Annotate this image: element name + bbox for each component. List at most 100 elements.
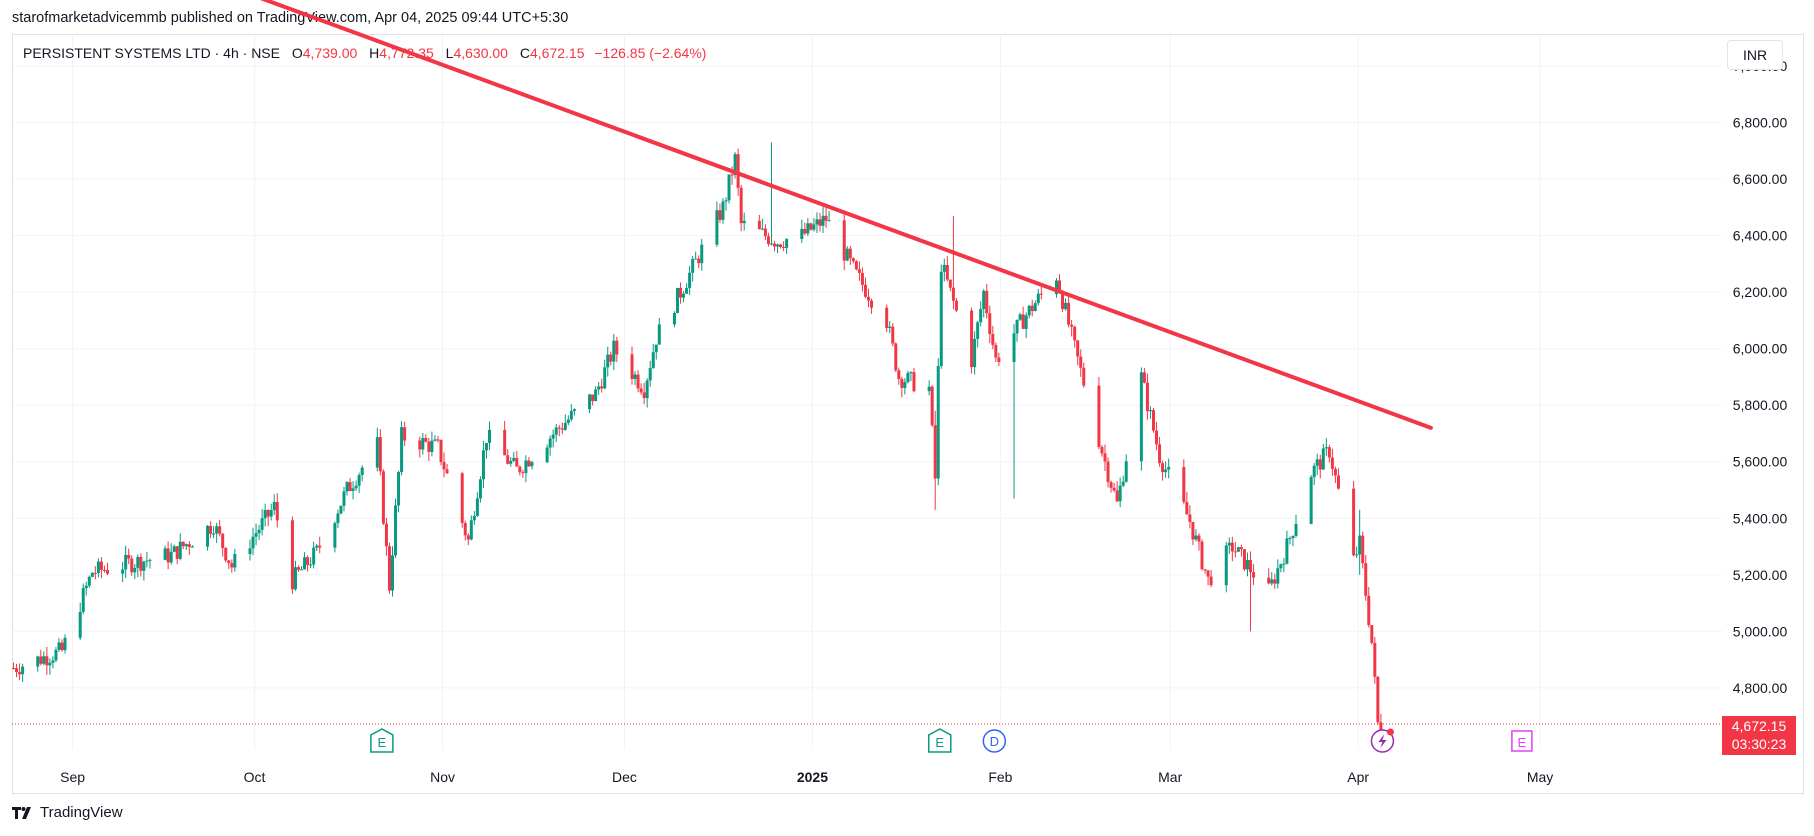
candle-body bbox=[430, 440, 434, 452]
candle-body bbox=[527, 460, 531, 467]
earnings-marker-icon[interactable]: E bbox=[1511, 730, 1533, 752]
candle-body bbox=[909, 372, 913, 374]
candle-body bbox=[1076, 340, 1080, 357]
publisher-info: starofmarketadvicemmb published on Tradi… bbox=[12, 10, 569, 26]
candle-body bbox=[824, 215, 828, 221]
candle-body bbox=[390, 555, 394, 591]
dividend-marker-icon[interactable]: D bbox=[982, 729, 1007, 753]
candle-body bbox=[263, 509, 267, 519]
candle-body bbox=[951, 287, 955, 301]
candle-body bbox=[560, 428, 564, 430]
symbol-title[interactable]: PERSISTENT SYSTEMS LTD · 4h · NSE bbox=[23, 45, 280, 61]
candle-body bbox=[1333, 468, 1337, 476]
candle-body bbox=[136, 556, 140, 568]
candle-body bbox=[1291, 535, 1295, 539]
tradingview-brand: TradingView bbox=[40, 804, 123, 821]
candle-body bbox=[1336, 475, 1340, 489]
candle-body bbox=[1242, 549, 1246, 570]
candle-body bbox=[81, 588, 85, 612]
price-axis: 4,800.00 5,000.00 5,200.00 5,400.00 5,600.00… bbox=[1733, 58, 1788, 696]
candle-body bbox=[1227, 542, 1231, 546]
candle-body bbox=[169, 551, 173, 563]
candle-body bbox=[96, 561, 100, 573]
candle-body bbox=[1054, 280, 1058, 295]
candle-body bbox=[39, 656, 43, 664]
candle-body bbox=[812, 224, 816, 230]
earnings-marker-icon[interactable]: E bbox=[928, 728, 952, 753]
symbol-legend: PERSISTENT SYSTEMS LTD · 4h · NSE O4,739… bbox=[23, 45, 706, 61]
low-label: L bbox=[445, 45, 454, 61]
candle-body bbox=[1164, 469, 1168, 473]
candle-body bbox=[991, 334, 995, 345]
candle-body bbox=[1194, 535, 1198, 540]
candle-body bbox=[1191, 521, 1195, 540]
candle-body bbox=[351, 488, 355, 491]
candle-body bbox=[948, 279, 952, 288]
candle-body bbox=[306, 557, 310, 565]
currency-button[interactable]: INR bbox=[1727, 40, 1783, 70]
candle-body bbox=[1352, 488, 1356, 556]
candle-body bbox=[857, 269, 861, 273]
candle-body bbox=[982, 290, 986, 310]
close-value: 4,672.15 bbox=[529, 45, 585, 61]
candle-body bbox=[315, 545, 319, 548]
candle-body bbox=[603, 367, 607, 389]
candle-body bbox=[645, 380, 649, 399]
candle-body bbox=[463, 522, 467, 536]
candle-body bbox=[93, 572, 97, 574]
candle-body bbox=[1155, 430, 1159, 445]
candle-body bbox=[594, 389, 598, 402]
candle-body bbox=[654, 344, 658, 353]
price-tick-label: 6,800.00 bbox=[1733, 115, 1788, 131]
candle-body bbox=[45, 656, 49, 666]
candle-body bbox=[615, 340, 619, 355]
candle-body bbox=[84, 585, 88, 589]
candle-body bbox=[900, 378, 904, 388]
candle-body bbox=[230, 563, 234, 568]
candle-body bbox=[897, 370, 901, 379]
candle-body bbox=[854, 261, 858, 270]
price-tick-label: 6,400.00 bbox=[1733, 228, 1788, 244]
trendline[interactable] bbox=[230, 0, 1433, 430]
candle-body bbox=[863, 284, 867, 297]
lightning-marker-icon[interactable] bbox=[1370, 728, 1395, 753]
tradingview-logo[interactable]: TradingView bbox=[12, 804, 123, 821]
price-tick-label: 4,800.00 bbox=[1733, 680, 1788, 696]
candle-body bbox=[215, 526, 219, 534]
earnings-marker-shape bbox=[928, 728, 952, 753]
candle-body bbox=[384, 523, 388, 547]
candle-body bbox=[1285, 538, 1289, 564]
candle-body bbox=[387, 546, 391, 591]
candle-body bbox=[139, 556, 143, 571]
candle-body bbox=[1015, 319, 1019, 334]
candle-body bbox=[945, 265, 949, 280]
candle-body bbox=[1364, 563, 1368, 596]
candle-body bbox=[1279, 564, 1283, 569]
candle-body bbox=[1206, 570, 1210, 577]
candle-body bbox=[563, 422, 567, 430]
candle-body bbox=[1318, 459, 1322, 470]
low-value: 4,630.00 bbox=[453, 45, 508, 61]
candle-body bbox=[403, 427, 407, 441]
candle-body bbox=[248, 548, 252, 555]
candle-body bbox=[354, 485, 358, 489]
earnings-marker-shape bbox=[1511, 730, 1533, 752]
candle-body bbox=[21, 666, 25, 675]
high-label: H bbox=[369, 45, 380, 61]
candle-body bbox=[1324, 447, 1328, 449]
candle-body bbox=[418, 440, 422, 450]
earnings-marker-label: E bbox=[1518, 735, 1527, 750]
last-price-value: 4,672.15 bbox=[1731, 718, 1787, 734]
candle-body bbox=[297, 567, 300, 570]
candle-body bbox=[997, 357, 1001, 362]
candle-body bbox=[1267, 577, 1271, 584]
dividend-marker-shape bbox=[982, 729, 1007, 753]
candle-body bbox=[524, 460, 528, 473]
candle-body bbox=[636, 374, 640, 389]
earnings-marker-icon[interactable]: E bbox=[370, 728, 394, 753]
candle-body bbox=[260, 518, 264, 530]
candle-body bbox=[488, 429, 492, 443]
candle-body bbox=[682, 293, 686, 298]
open-value: 4,739.00 bbox=[302, 45, 358, 61]
